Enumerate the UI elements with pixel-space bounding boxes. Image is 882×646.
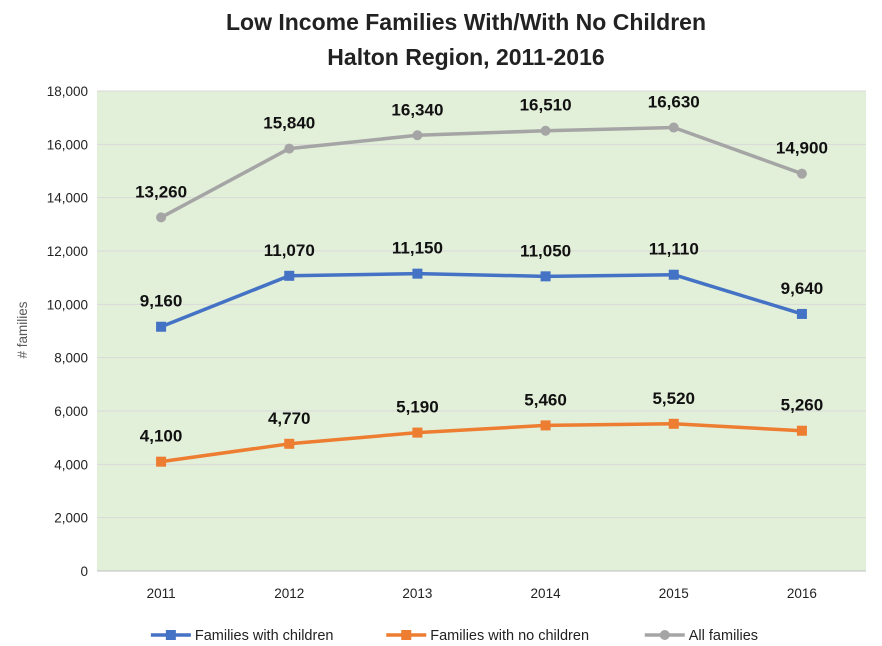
y-tick-label: 18,000: [47, 84, 88, 99]
data-label: 16,630: [648, 93, 700, 112]
series-lines: [159, 125, 804, 464]
data-label: 11,050: [520, 241, 571, 260]
data-label: 15,840: [263, 114, 315, 133]
y-tick-label: 10,000: [47, 297, 88, 312]
data-label: 5,260: [781, 396, 824, 415]
x-tick-label: 2016: [787, 586, 817, 601]
data-point: [540, 420, 551, 431]
legend-swatch-marker: [401, 630, 412, 640]
y-tick-label: 14,000: [47, 191, 88, 206]
data-label: 16,510: [520, 96, 572, 115]
legend: Families with children Families with no c…: [150, 628, 758, 644]
data-label: 5,520: [652, 389, 695, 408]
data-point: [796, 308, 807, 319]
y-axis-label: # families: [15, 301, 30, 358]
y-tick-label: 0: [80, 564, 88, 579]
chart-title-line-1: Low Income Families With/With No Childre…: [226, 9, 706, 35]
x-tick-label: 2012: [274, 586, 304, 601]
x-tick-label: 2013: [402, 586, 432, 601]
x-tick-label: 2015: [659, 586, 689, 601]
data-label: 11,070: [264, 241, 315, 260]
y-tick-label: 6,000: [54, 404, 88, 419]
data-point: [796, 168, 807, 179]
data-point: [156, 212, 167, 223]
x-tick-label: 2014: [531, 586, 562, 601]
plot-area: [97, 91, 866, 571]
data-point: [412, 427, 423, 438]
data-label: 5,190: [396, 398, 439, 417]
data-point: [284, 143, 295, 154]
data-point: [668, 122, 679, 133]
data-point: [156, 456, 167, 467]
data-point: [284, 270, 295, 281]
data-point: [412, 130, 423, 141]
legend-swatch-marker: [165, 630, 176, 640]
data-label: 11,150: [392, 239, 443, 258]
data-label: 11,110: [649, 240, 699, 259]
series-line: [159, 271, 804, 329]
data-label: 4,100: [140, 427, 183, 446]
series-line: [159, 125, 804, 220]
data-point: [796, 425, 807, 436]
series-line: [159, 422, 804, 464]
data-point: [540, 125, 551, 136]
data-label: 16,340: [391, 100, 443, 119]
data-point: [156, 321, 167, 332]
legend-label: Families with no children: [430, 628, 589, 644]
legend-label: Families with children: [195, 628, 334, 644]
y-axis-ticks: 0 2,000 4,000 6,000 8,000 10,000 12,000 14,000 1…: [47, 84, 88, 579]
x-axis-ticks: 2011 2012 2013 2014 2015 2016: [147, 586, 817, 601]
y-tick-label: 12,000: [47, 244, 88, 259]
y-tick-label: 4,000: [54, 457, 88, 472]
series-markers: [156, 122, 807, 467]
data-label: 9,640: [781, 279, 824, 298]
data-point: [668, 269, 679, 280]
data-point: [284, 438, 295, 449]
data-labels: 9,160 11,070 11,150 11,050 11,110 9,640 4,100 4…: [135, 93, 828, 446]
data-point: [540, 271, 551, 282]
y-tick-label: 8,000: [54, 351, 88, 366]
gridlines: [97, 90, 866, 572]
chart-title-line-2: Halton Region, 2011-2016: [327, 44, 604, 70]
data-label: 14,900: [776, 139, 828, 158]
y-tick-label: 2,000: [54, 511, 88, 526]
data-label: 5,460: [524, 390, 567, 409]
legend-swatch-marker: [659, 630, 670, 640]
x-tick-label: 2011: [147, 586, 176, 601]
data-point: [668, 418, 679, 429]
data-label: 4,770: [268, 409, 311, 428]
data-label: 13,260: [135, 182, 187, 201]
legend-label: All families: [689, 628, 758, 644]
data-point: [412, 268, 423, 279]
y-tick-label: 16,000: [47, 137, 88, 152]
data-label: 9,160: [140, 292, 183, 311]
